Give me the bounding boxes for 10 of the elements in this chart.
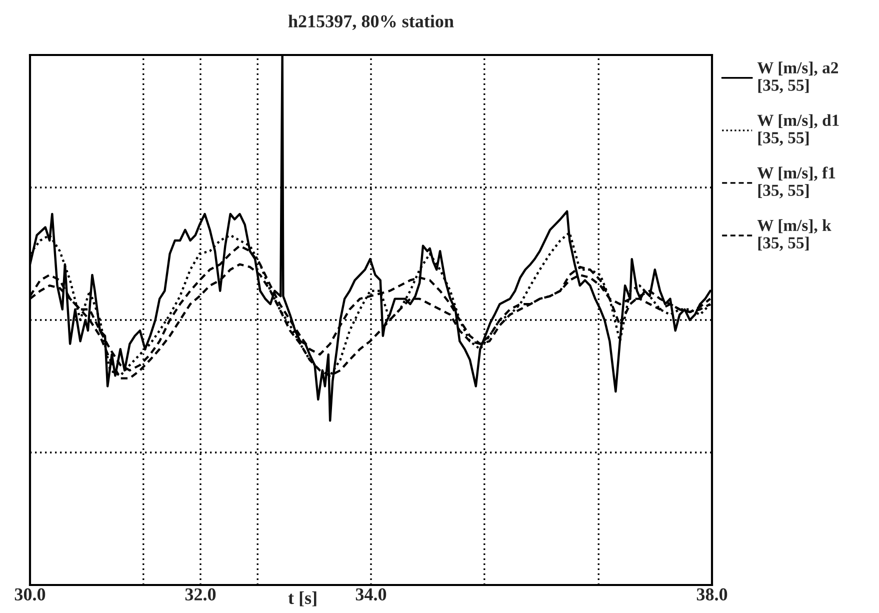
legend-label: W [m/s], a2 [35, 55] — [757, 62, 838, 94]
x-axis-title: t [s] — [288, 591, 316, 606]
chart-title: h215397, 80% station — [288, 14, 454, 30]
x-tick-label: 30.0 — [14, 588, 46, 601]
legend-label: W [m/s], d1 [35, 55] — [757, 114, 839, 146]
legend-label: W [m/s], k [35, 55] — [757, 219, 832, 251]
legend-label: W [m/s], f1 [35, 55] — [757, 166, 836, 198]
x-tick-label: 34.0 — [356, 588, 386, 601]
x-tick-label: 38.0 — [696, 588, 728, 601]
x-tick-label: 32.0 — [185, 588, 216, 601]
